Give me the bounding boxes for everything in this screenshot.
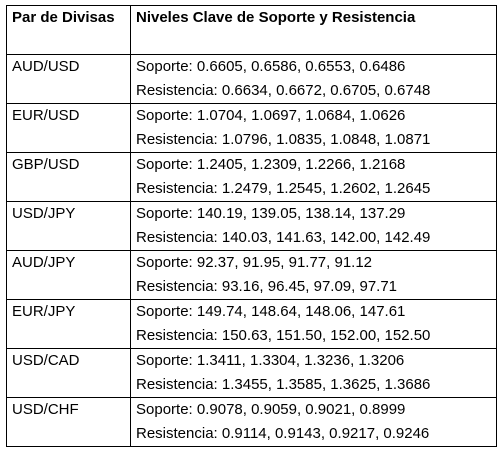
pair-cell: AUD/USD: [6, 54, 131, 104]
support-levels: Soporte: 92.37, 91.95, 91.77, 91.12: [136, 254, 373, 271]
pair-cell: EUR/JPY: [6, 299, 131, 349]
pair-cell: EUR/USD: [6, 103, 131, 153]
pair-cell: USD/JPY: [6, 201, 131, 251]
pair-cell: GBP/USD: [6, 152, 131, 202]
support-levels: Soporte: 1.3411, 1.3304, 1.3236, 1.3206: [136, 352, 405, 369]
levels-cell: Soporte: 1.0704, 1.0697, 1.0684, 1.0626 …: [130, 103, 497, 153]
support-resistance-table: Par de Divisas Niveles Clave de Soporte …: [6, 5, 497, 447]
table-header-row: Par de Divisas Niveles Clave de Soporte …: [6, 5, 497, 55]
header-key-levels: Niveles Clave de Soporte y Resistencia: [130, 5, 497, 55]
header-currency-pair: Par de Divisas: [6, 5, 131, 55]
pair-cell: USD/CAD: [6, 348, 131, 398]
resistance-levels: Resistencia: 1.3455, 1.3585, 1.3625, 1.3…: [136, 376, 431, 393]
support-levels: Soporte: 140.19, 139.05, 138.14, 137.29: [136, 205, 406, 222]
resistance-levels: Resistencia: 140.03, 141.63, 142.00, 142…: [136, 229, 431, 246]
resistance-levels: Resistencia: 1.2479, 1.2545, 1.2602, 1.2…: [136, 180, 431, 197]
levels-cell: Soporte: 0.9078, 0.9059, 0.9021, 0.8999 …: [130, 397, 497, 447]
support-levels: Soporte: 149.74, 148.64, 148.06, 147.61: [136, 303, 406, 320]
support-levels: Soporte: 1.2405, 1.2309, 1.2266, 1.2168: [136, 156, 406, 173]
levels-cell: Soporte: 0.6605, 0.6586, 0.6553, 0.6486 …: [130, 54, 497, 104]
table-row: USD/JPY Soporte: 140.19, 139.05, 138.14,…: [6, 201, 497, 251]
support-levels: Soporte: 1.0704, 1.0697, 1.0684, 1.0626: [136, 107, 406, 124]
pair-cell: USD/CHF: [6, 397, 131, 447]
levels-cell: Soporte: 1.2405, 1.2309, 1.2266, 1.2168 …: [130, 152, 497, 202]
table-row: EUR/JPY Soporte: 149.74, 148.64, 148.06,…: [6, 299, 497, 349]
table-row: AUD/JPY Soporte: 92.37, 91.95, 91.77, 91…: [6, 250, 497, 300]
pair-cell: AUD/JPY: [6, 250, 131, 300]
levels-table-container: Par de Divisas Niveles Clave de Soporte …: [6, 5, 497, 447]
resistance-levels: Resistencia: 0.9114, 0.9143, 0.9217, 0.9…: [136, 425, 430, 442]
table-row: GBP/USD Soporte: 1.2405, 1.2309, 1.2266,…: [6, 152, 497, 202]
table-row: USD/CAD Soporte: 1.3411, 1.3304, 1.3236,…: [6, 348, 497, 398]
resistance-levels: Resistencia: 93.16, 96.45, 97.09, 97.71: [136, 278, 398, 295]
levels-cell: Soporte: 149.74, 148.64, 148.06, 147.61 …: [130, 299, 497, 349]
table-row: AUD/USD Soporte: 0.6605, 0.6586, 0.6553,…: [6, 54, 497, 104]
table-row: USD/CHF Soporte: 0.9078, 0.9059, 0.9021,…: [6, 397, 497, 447]
support-levels: Soporte: 0.9078, 0.9059, 0.9021, 0.8999: [136, 401, 406, 418]
resistance-levels: Resistencia: 1.0796, 1.0835, 1.0848, 1.0…: [136, 131, 431, 148]
table-row: EUR/USD Soporte: 1.0704, 1.0697, 1.0684,…: [6, 103, 497, 153]
resistance-levels: Resistencia: 0.6634, 0.6672, 0.6705, 0.6…: [136, 82, 431, 99]
resistance-levels: Resistencia: 150.63, 151.50, 152.00, 152…: [136, 327, 431, 344]
levels-cell: Soporte: 140.19, 139.05, 138.14, 137.29 …: [130, 201, 497, 251]
levels-cell: Soporte: 92.37, 91.95, 91.77, 91.12 Resi…: [130, 250, 497, 300]
support-levels: Soporte: 0.6605, 0.6586, 0.6553, 0.6486: [136, 58, 406, 75]
levels-cell: Soporte: 1.3411, 1.3304, 1.3236, 1.3206 …: [130, 348, 497, 398]
